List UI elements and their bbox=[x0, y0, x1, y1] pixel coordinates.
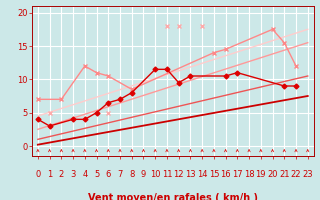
X-axis label: Vent moyen/en rafales ( km/h ): Vent moyen/en rafales ( km/h ) bbox=[88, 193, 258, 200]
